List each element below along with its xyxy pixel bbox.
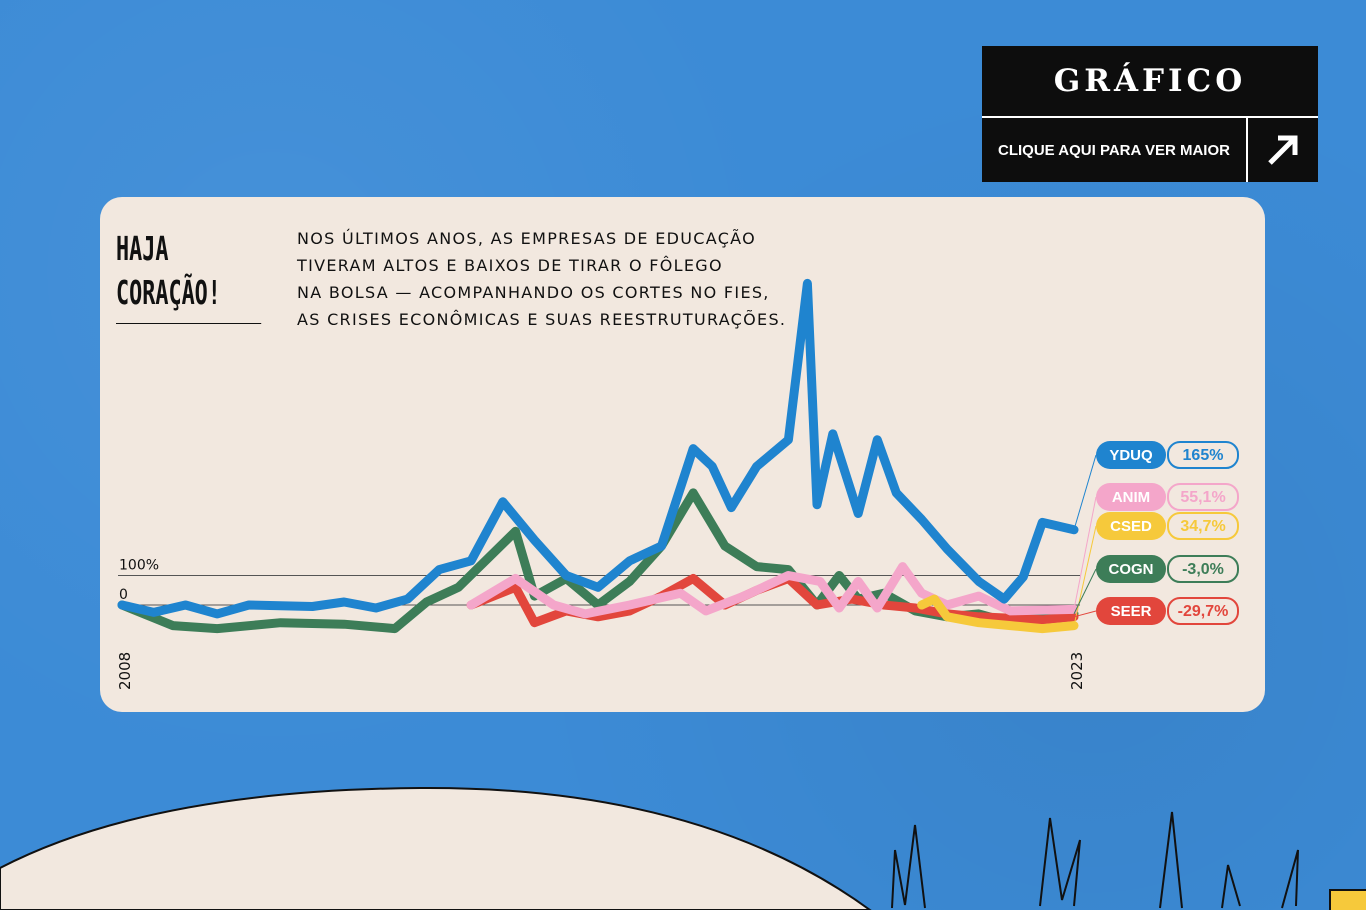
legend-value-pill bbox=[1167, 555, 1239, 583]
chart-headline: HAJA CORAÇÃO! bbox=[116, 227, 262, 324]
x-tick-label: 2008 bbox=[116, 652, 134, 690]
legend-name-pill bbox=[1096, 555, 1166, 583]
series-line-csed bbox=[917, 594, 1079, 634]
legend-connector bbox=[1073, 568, 1097, 615]
legend-name-pill bbox=[1096, 441, 1166, 469]
legend-value: 34,7% bbox=[1180, 518, 1225, 535]
legend-name: COGN bbox=[1109, 561, 1154, 578]
description-line: NA BOLSA — ACOMPANHANDO OS CORTES NO FIE… bbox=[297, 283, 770, 302]
headline-line: CORAÇÃO! bbox=[116, 273, 221, 312]
legend-value: 165% bbox=[1183, 447, 1224, 464]
chart-description: NOS ÚLTIMOS ANOS, AS EMPRESAS DE EDUCAÇÃ… bbox=[297, 225, 817, 333]
legend-name: CSED bbox=[1110, 518, 1152, 535]
reference-line-label: 100% bbox=[119, 558, 159, 574]
headline-line: HAJA bbox=[116, 229, 169, 268]
legend-value-pill bbox=[1167, 597, 1239, 625]
description-line: TIVERAM ALTOS E BAIXOS DE TIRAR O FÔLEGO bbox=[297, 256, 723, 275]
arrow-up-right-icon[interactable] bbox=[1248, 118, 1318, 182]
legend-name-pill bbox=[1096, 483, 1166, 511]
legend-value: -3,0% bbox=[1182, 561, 1224, 578]
legend-value: 55,1% bbox=[1180, 489, 1225, 506]
legend-value: -29,7% bbox=[1178, 603, 1229, 620]
legend-value-pill bbox=[1167, 483, 1239, 511]
legend-name-pill bbox=[1096, 597, 1166, 625]
legend-name: SEER bbox=[1111, 603, 1152, 620]
cta-title: GRÁFICO bbox=[982, 46, 1318, 118]
view-larger-chart-link[interactable]: GRÁFICO CLIQUE AQUI PARA VER MAIOR bbox=[982, 46, 1318, 182]
legend-connector bbox=[1073, 525, 1097, 626]
series-line-anim bbox=[466, 562, 1079, 619]
legend-connector bbox=[1073, 454, 1097, 530]
description-line: NOS ÚLTIMOS ANOS, AS EMPRESAS DE EDUCAÇÃ… bbox=[297, 229, 757, 248]
legend-name-pill bbox=[1096, 512, 1166, 540]
reference-line-label: 0 bbox=[119, 587, 128, 603]
description-line: AS CRISES ECONÔMICAS E SUAS REESTRUTURAÇ… bbox=[297, 310, 787, 329]
legend-connector bbox=[1073, 610, 1097, 618]
x-tick-label: 2023 bbox=[1068, 652, 1086, 690]
series-line-yduq bbox=[117, 278, 1079, 619]
legend-name: YDUQ bbox=[1109, 447, 1153, 464]
legend-value-pill bbox=[1167, 512, 1239, 540]
legend-value-pill bbox=[1167, 441, 1239, 469]
legend-name: ANIM bbox=[1112, 489, 1150, 506]
cta-link-label[interactable]: CLIQUE AQUI PARA VER MAIOR bbox=[982, 118, 1248, 182]
legend-connector bbox=[1073, 496, 1097, 610]
